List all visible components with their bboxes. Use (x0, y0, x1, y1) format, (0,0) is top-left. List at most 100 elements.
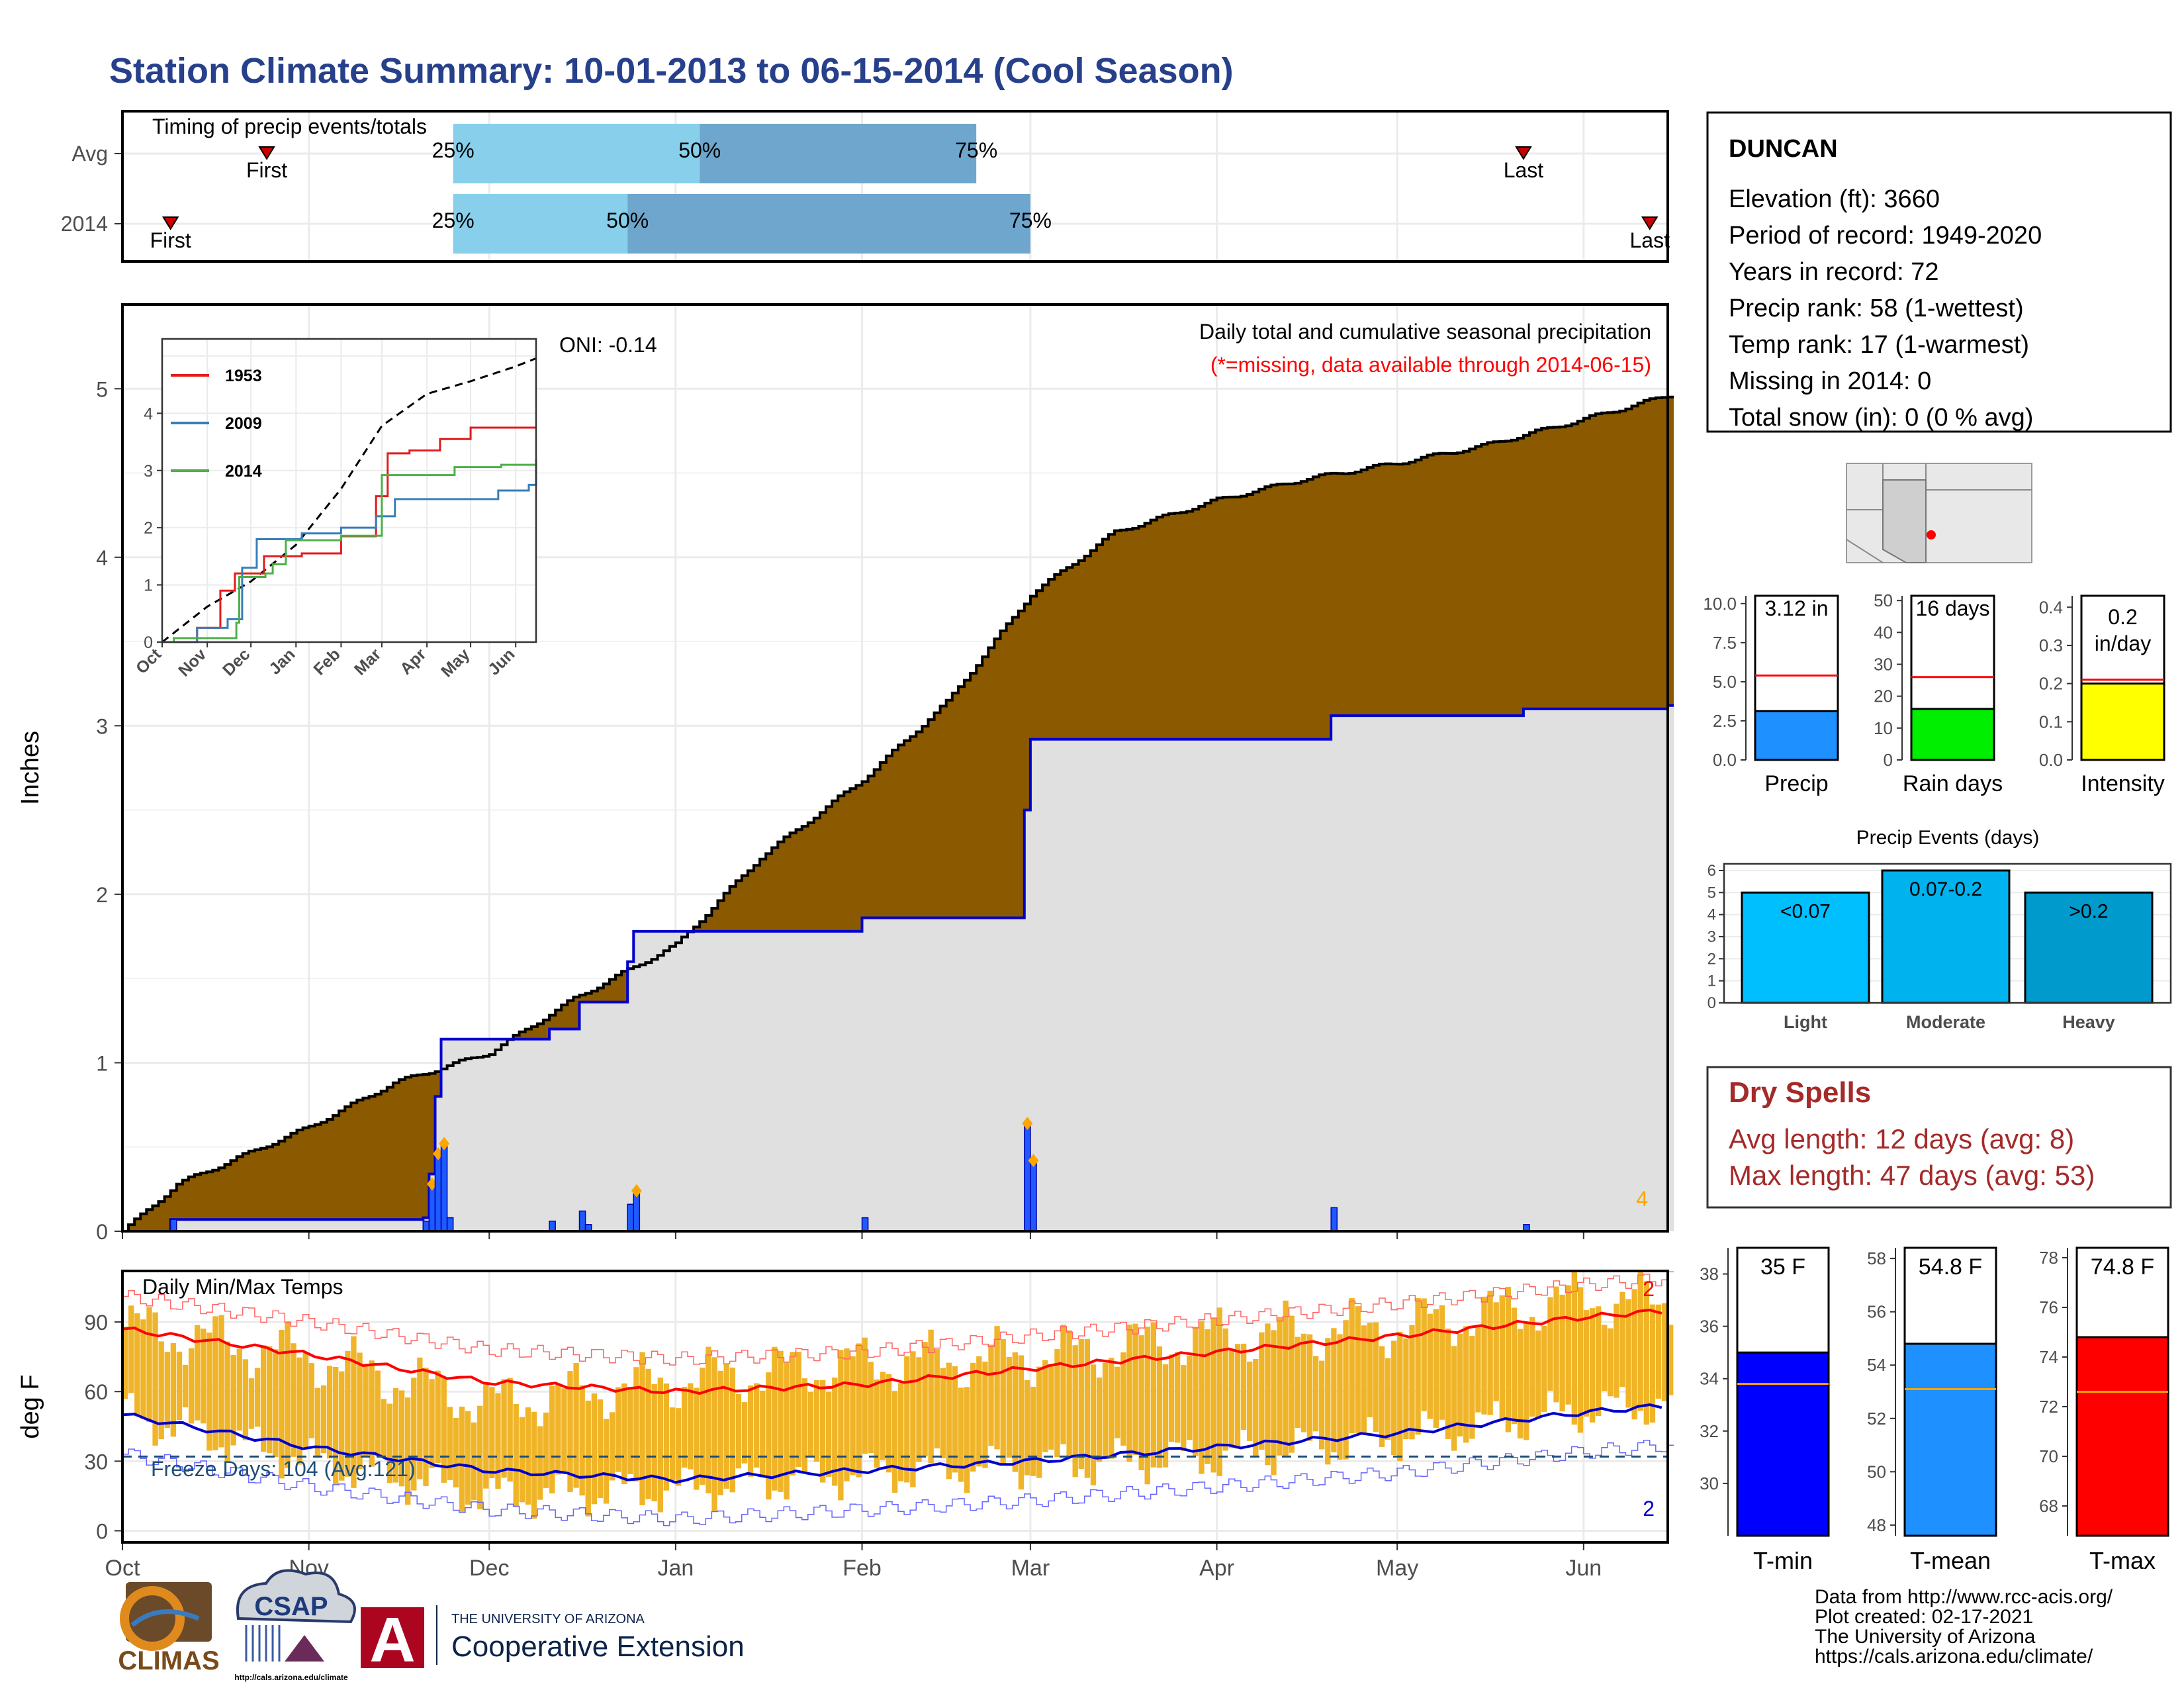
daily-temp-bar (723, 1363, 729, 1489)
temp-bar-tick-label: 78 (2039, 1248, 2058, 1268)
daily-temp-bar (176, 1351, 183, 1420)
daily-temp-bar (411, 1378, 417, 1491)
daily-temp-bar (1655, 1304, 1662, 1399)
small-bar-tick-label: 0.1 (2039, 712, 2063, 731)
daily-temp-bar (946, 1362, 952, 1479)
daily-temp-bar (976, 1356, 982, 1467)
small-bar-value-text: 16 days (1915, 596, 1989, 620)
daily-temp-bar (832, 1378, 838, 1486)
daily-temp-bar (928, 1329, 934, 1464)
daily-temp-bar (1595, 1306, 1602, 1417)
precip-header: Daily total and cumulative seasonal prec… (1199, 320, 1651, 344)
daily-temp-bar (1373, 1322, 1379, 1432)
daily-temp-bar (182, 1364, 189, 1408)
daily-temp-bar (1643, 1281, 1650, 1425)
daily-temp-bar (898, 1383, 904, 1481)
inset-avg-line (161, 357, 537, 643)
daily-temp-bar (1120, 1352, 1126, 1446)
daily-temp-bar (1289, 1315, 1295, 1453)
daily-temp-bar (807, 1391, 814, 1456)
dry-spells-avg: Avg length: 12 days (avg: 8) (1729, 1123, 2074, 1154)
daily-temp-bar (1427, 1313, 1433, 1419)
record-max-line (122, 1271, 1674, 1366)
daily-temp-bar (1066, 1330, 1072, 1458)
daily-temp-bar (561, 1388, 567, 1472)
daily-temp-bar (170, 1342, 177, 1437)
ua-logo-block (361, 1607, 424, 1668)
record-min-count: 2 (1643, 1497, 1655, 1521)
daily-temp-bar (1162, 1364, 1169, 1468)
daily-temp-bar (441, 1377, 447, 1483)
daily-temp-bar (1511, 1307, 1518, 1425)
timing-frame (121, 110, 1669, 263)
daily-temp-bar (1661, 1303, 1668, 1401)
daily-temp-bar (615, 1387, 621, 1472)
daily-temp-bar (573, 1363, 579, 1488)
daily-temp-bar (904, 1356, 910, 1483)
daily-temp-bar (1312, 1356, 1319, 1432)
csap-logo-mountain (285, 1635, 324, 1662)
daily-temp-bar (320, 1385, 327, 1454)
daily-temp-bar (495, 1393, 501, 1489)
daily-temp-bar (332, 1366, 339, 1485)
daily-temp-bar (1649, 1304, 1656, 1423)
daily-temp-bar (236, 1348, 242, 1431)
avg-cumulative-line (122, 395, 1674, 1233)
small-bar-label: Rain days (1903, 771, 2003, 796)
heavy-event-marker (631, 1184, 642, 1197)
daily-temp-bar (242, 1359, 249, 1440)
temp-bar-tick-label: 58 (1867, 1248, 1886, 1268)
month-label: Feb (842, 1556, 882, 1581)
daily-temp-bar (891, 1391, 898, 1493)
precip-frame (121, 303, 1669, 1233)
daily-temp-bar (1343, 1320, 1349, 1460)
daily-temp-bar (826, 1391, 832, 1477)
daily-temp-bar (260, 1345, 267, 1452)
daily-temp-bar (1337, 1334, 1343, 1460)
inset-y-tick-label: 4 (144, 404, 153, 423)
station-info-line: Temp rank: 17 (1-warmest) (1729, 331, 2029, 359)
daily-temp-bar (681, 1387, 688, 1468)
daily-temp-bar (1265, 1323, 1271, 1466)
daily-temp-bar (489, 1387, 495, 1479)
daily-temp-bar (224, 1341, 230, 1462)
daily-temp-bar (188, 1348, 195, 1424)
month-label: Mar (1011, 1556, 1050, 1581)
daily-temp-bar (1409, 1325, 1415, 1440)
temp-bar-label: T-min (1753, 1547, 1813, 1574)
daily-temp-bar (1475, 1325, 1481, 1413)
daily-temp-bar (483, 1382, 489, 1489)
daily-temp-bar (1054, 1349, 1060, 1458)
events-title: Precip Events (days) (1856, 827, 2040, 849)
daily-temp-bar (423, 1368, 429, 1487)
first-label: First (150, 228, 191, 252)
heavy-event-count: 4 (1636, 1187, 1648, 1211)
daily-temp-bar (1090, 1364, 1097, 1485)
daily-temp-bar (230, 1354, 236, 1446)
daily-temp-bar (381, 1399, 387, 1458)
small-bar-tick-label: 50 (1874, 590, 1893, 610)
temp-y-tick-label: 90 (84, 1311, 108, 1335)
y-tick-label: 4 (96, 546, 108, 570)
daily-temp-bar (1559, 1294, 1565, 1412)
daily-temp-bar (1451, 1346, 1457, 1451)
daily-temp-bar (363, 1366, 369, 1456)
daily-temp-bar (513, 1403, 519, 1507)
precip-y-label: Inches (17, 731, 44, 805)
daily-temp-bar (248, 1378, 255, 1429)
temp-bar-tick-label: 50 (1867, 1462, 1886, 1481)
daily-temp-bar (567, 1371, 573, 1492)
daily-temp-bar (206, 1333, 212, 1451)
daily-temp-bar (1156, 1346, 1163, 1468)
daily-temp-bar (621, 1383, 627, 1485)
daily-precip-bar (440, 1143, 448, 1232)
daily-temp-bar (543, 1412, 549, 1488)
temp-bar-value (1903, 1342, 1997, 1537)
daily-temp-bar (1060, 1325, 1066, 1444)
daily-temp-bar (1283, 1300, 1289, 1456)
heavy-event-marker (439, 1137, 450, 1150)
daily-temp-bar (345, 1350, 351, 1477)
temp-bar-tick-label: 48 (1867, 1515, 1886, 1535)
daily-temp-bar (1349, 1297, 1355, 1434)
record-min-line (122, 1439, 1674, 1526)
